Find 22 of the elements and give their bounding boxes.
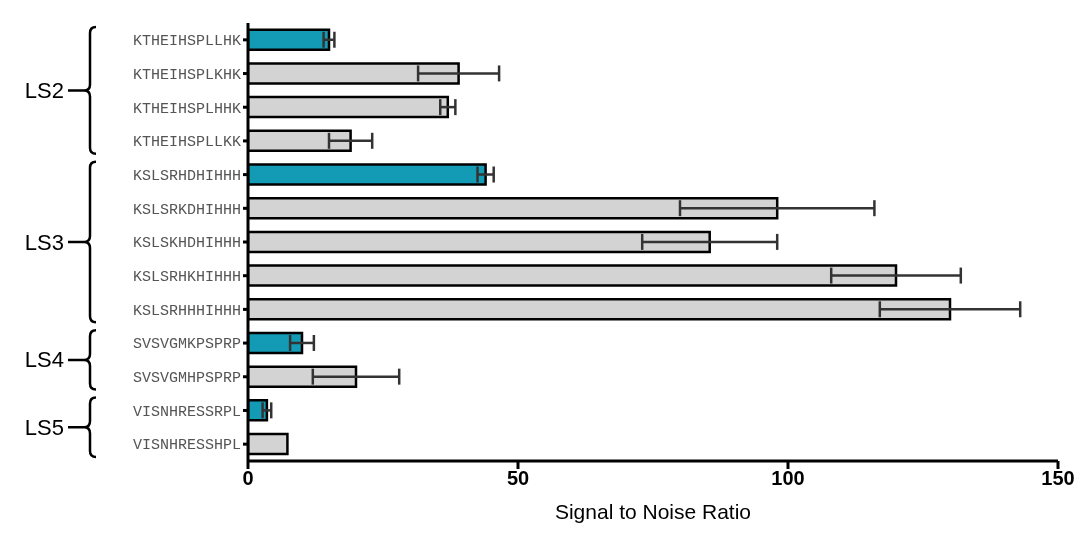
text: LS3 xyxy=(24,229,64,255)
text: LS4 xyxy=(24,347,64,373)
y-tick-label: KSLSRHDHIHHH xyxy=(132,167,241,185)
x-tick-label: 0 xyxy=(242,467,254,490)
text: LS5 xyxy=(24,414,64,440)
y-tick-label: KSLSRHHHIHHH xyxy=(132,302,241,320)
y-tick-label: KSLSKHDHIHHH xyxy=(132,235,241,253)
x-tick-label: 100 xyxy=(771,467,805,490)
x-tick-label: 150 xyxy=(1041,467,1075,490)
y-tick-label: KSLSRHKHIHHH xyxy=(132,269,241,287)
y-tick-label: SVSVGMHPSPRP xyxy=(132,370,241,388)
y-tick-label: VISNHRESSRPL xyxy=(132,403,241,421)
y-tick-label: KTHEIHSPLLHK xyxy=(132,33,241,51)
y-tick-label: KSLSRKDHIHHH xyxy=(132,201,241,219)
y-tick-label: VISNHRESSHPL xyxy=(132,437,241,455)
y-tick-label: SVSVGMKPSPRP xyxy=(132,336,241,354)
y-tick-label: KTHEIHSPLLKK xyxy=(132,134,241,152)
y-tick-label: KTHEIHSPLHHK xyxy=(132,100,241,118)
y-tick-label: KTHEIHSPLKHK xyxy=(132,66,241,84)
text: LS2 xyxy=(24,77,64,103)
x-axis-title: Signal to Noise Ratio xyxy=(554,500,752,523)
x-tick-label: 50 xyxy=(506,467,530,490)
